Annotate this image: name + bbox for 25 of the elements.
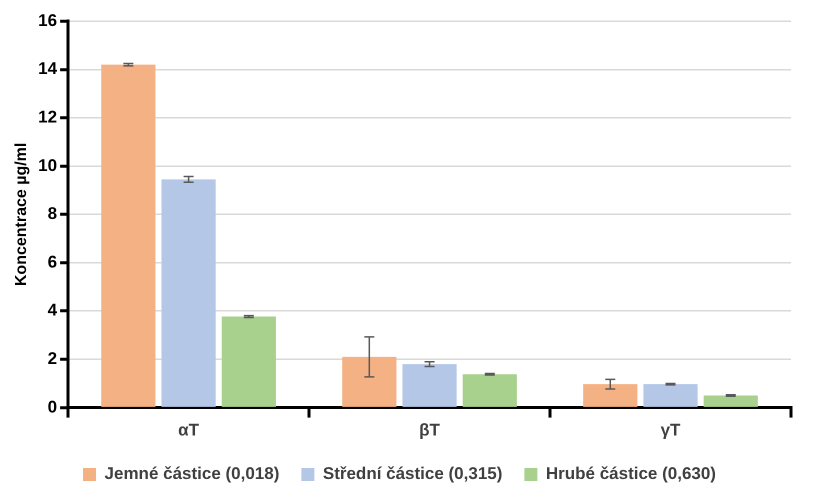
- bar: [161, 179, 216, 407]
- bar: [222, 316, 276, 407]
- bar: [402, 364, 457, 407]
- legend-label: Hrubé částice (0,630): [546, 464, 716, 484]
- legend-label: Střední částice (0,315): [322, 464, 502, 484]
- legend-label: Jemné částice (0,018): [104, 464, 280, 484]
- y-tick-label: 10: [38, 156, 58, 175]
- y-tick-label: 14: [38, 59, 58, 78]
- bar: [583, 384, 638, 407]
- y-tick-label: 2: [48, 348, 58, 368]
- y-tick-label: 0: [48, 397, 58, 416]
- y-tick-label: 6: [48, 252, 58, 272]
- x-tick-label: βT: [419, 420, 441, 440]
- y-axis-title: Koncentrace µg/ml: [13, 142, 30, 286]
- bar: [462, 374, 517, 407]
- x-tick-label: γT: [660, 420, 682, 440]
- bar: [342, 356, 396, 407]
- y-tick-label: 16: [38, 10, 58, 30]
- y-tick-label: 4: [48, 300, 58, 320]
- bar: [101, 64, 156, 407]
- bar: [704, 396, 758, 407]
- y-tick-label: 8: [48, 204, 58, 224]
- y-tick-label: 12: [38, 107, 58, 126]
- x-tick-label: αT: [178, 420, 200, 440]
- bar: [643, 384, 698, 407]
